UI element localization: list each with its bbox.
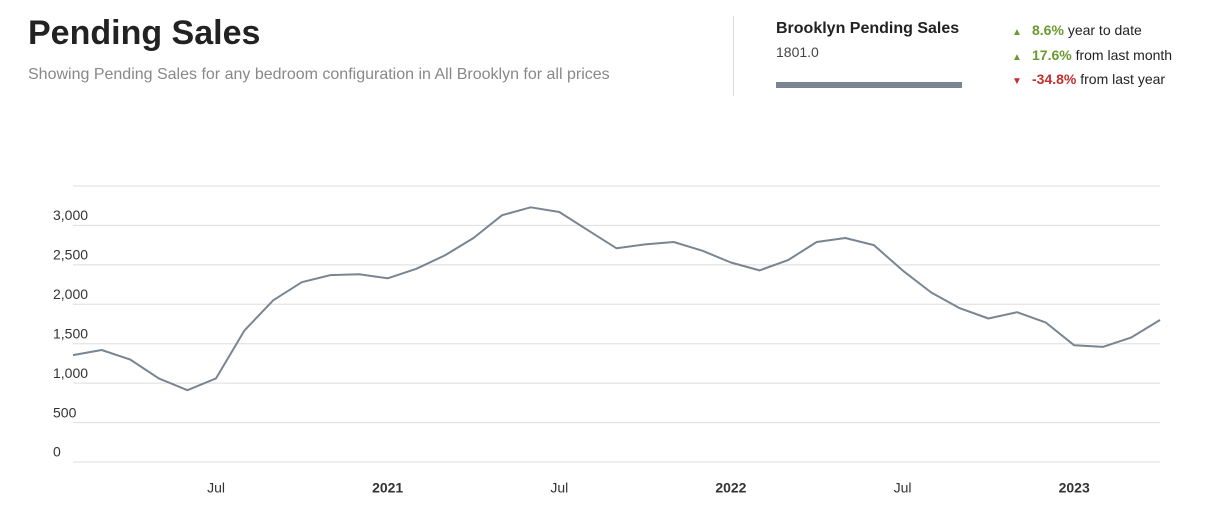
y-tick-label: 500	[53, 404, 77, 420]
trend-icon: ▼	[1012, 76, 1022, 87]
subtitle: Showing Pending Sales for any bedroom co…	[28, 66, 610, 83]
divider	[733, 16, 734, 96]
stat-text: from last year	[1080, 71, 1166, 87]
stats: ▲ 8.6% year to date ▲ 17.6% from last month…	[1012, 22, 1172, 96]
line-series	[72, 206, 1161, 392]
y-tick-label: 2,500	[53, 247, 88, 263]
stat: ▲ 17.6% from last month	[1012, 47, 1172, 72]
y-tick-label: 1,000	[53, 365, 88, 381]
x-tick-label: Jul	[550, 480, 568, 496]
stat-value: 8.6%	[1032, 22, 1064, 38]
x-tick-label: 2022	[715, 480, 746, 496]
legend-swatch	[776, 82, 962, 88]
stat-text: year to date	[1067, 22, 1142, 38]
x-tick-label: Jul	[207, 480, 225, 496]
trend-icon: ▲	[1012, 51, 1022, 63]
y-tick-label: 2,000	[53, 286, 88, 302]
current-value: 1801.0	[776, 44, 819, 60]
legend-label: Brooklyn Pending Sales	[776, 20, 960, 37]
title: Pending Sales	[28, 14, 261, 52]
y-tick-label: 3,000	[53, 207, 88, 223]
stat: ▲ 8.6% year to date	[1012, 22, 1172, 47]
stat-value: -34.8%	[1032, 71, 1077, 87]
y-tick-label: 1,500	[53, 325, 88, 341]
y-tick-label: 0	[53, 444, 61, 460]
stat-value: 17.6%	[1032, 46, 1072, 63]
stat-text: from last month	[1075, 46, 1173, 63]
stat: ▼ -34.8% from last year	[1012, 71, 1172, 96]
x-tick-label: Jul	[894, 480, 912, 496]
x-tick-label: 2021	[372, 480, 403, 496]
trend-icon: ▲	[1012, 27, 1022, 38]
x-tick-label: 2023	[1059, 480, 1090, 496]
